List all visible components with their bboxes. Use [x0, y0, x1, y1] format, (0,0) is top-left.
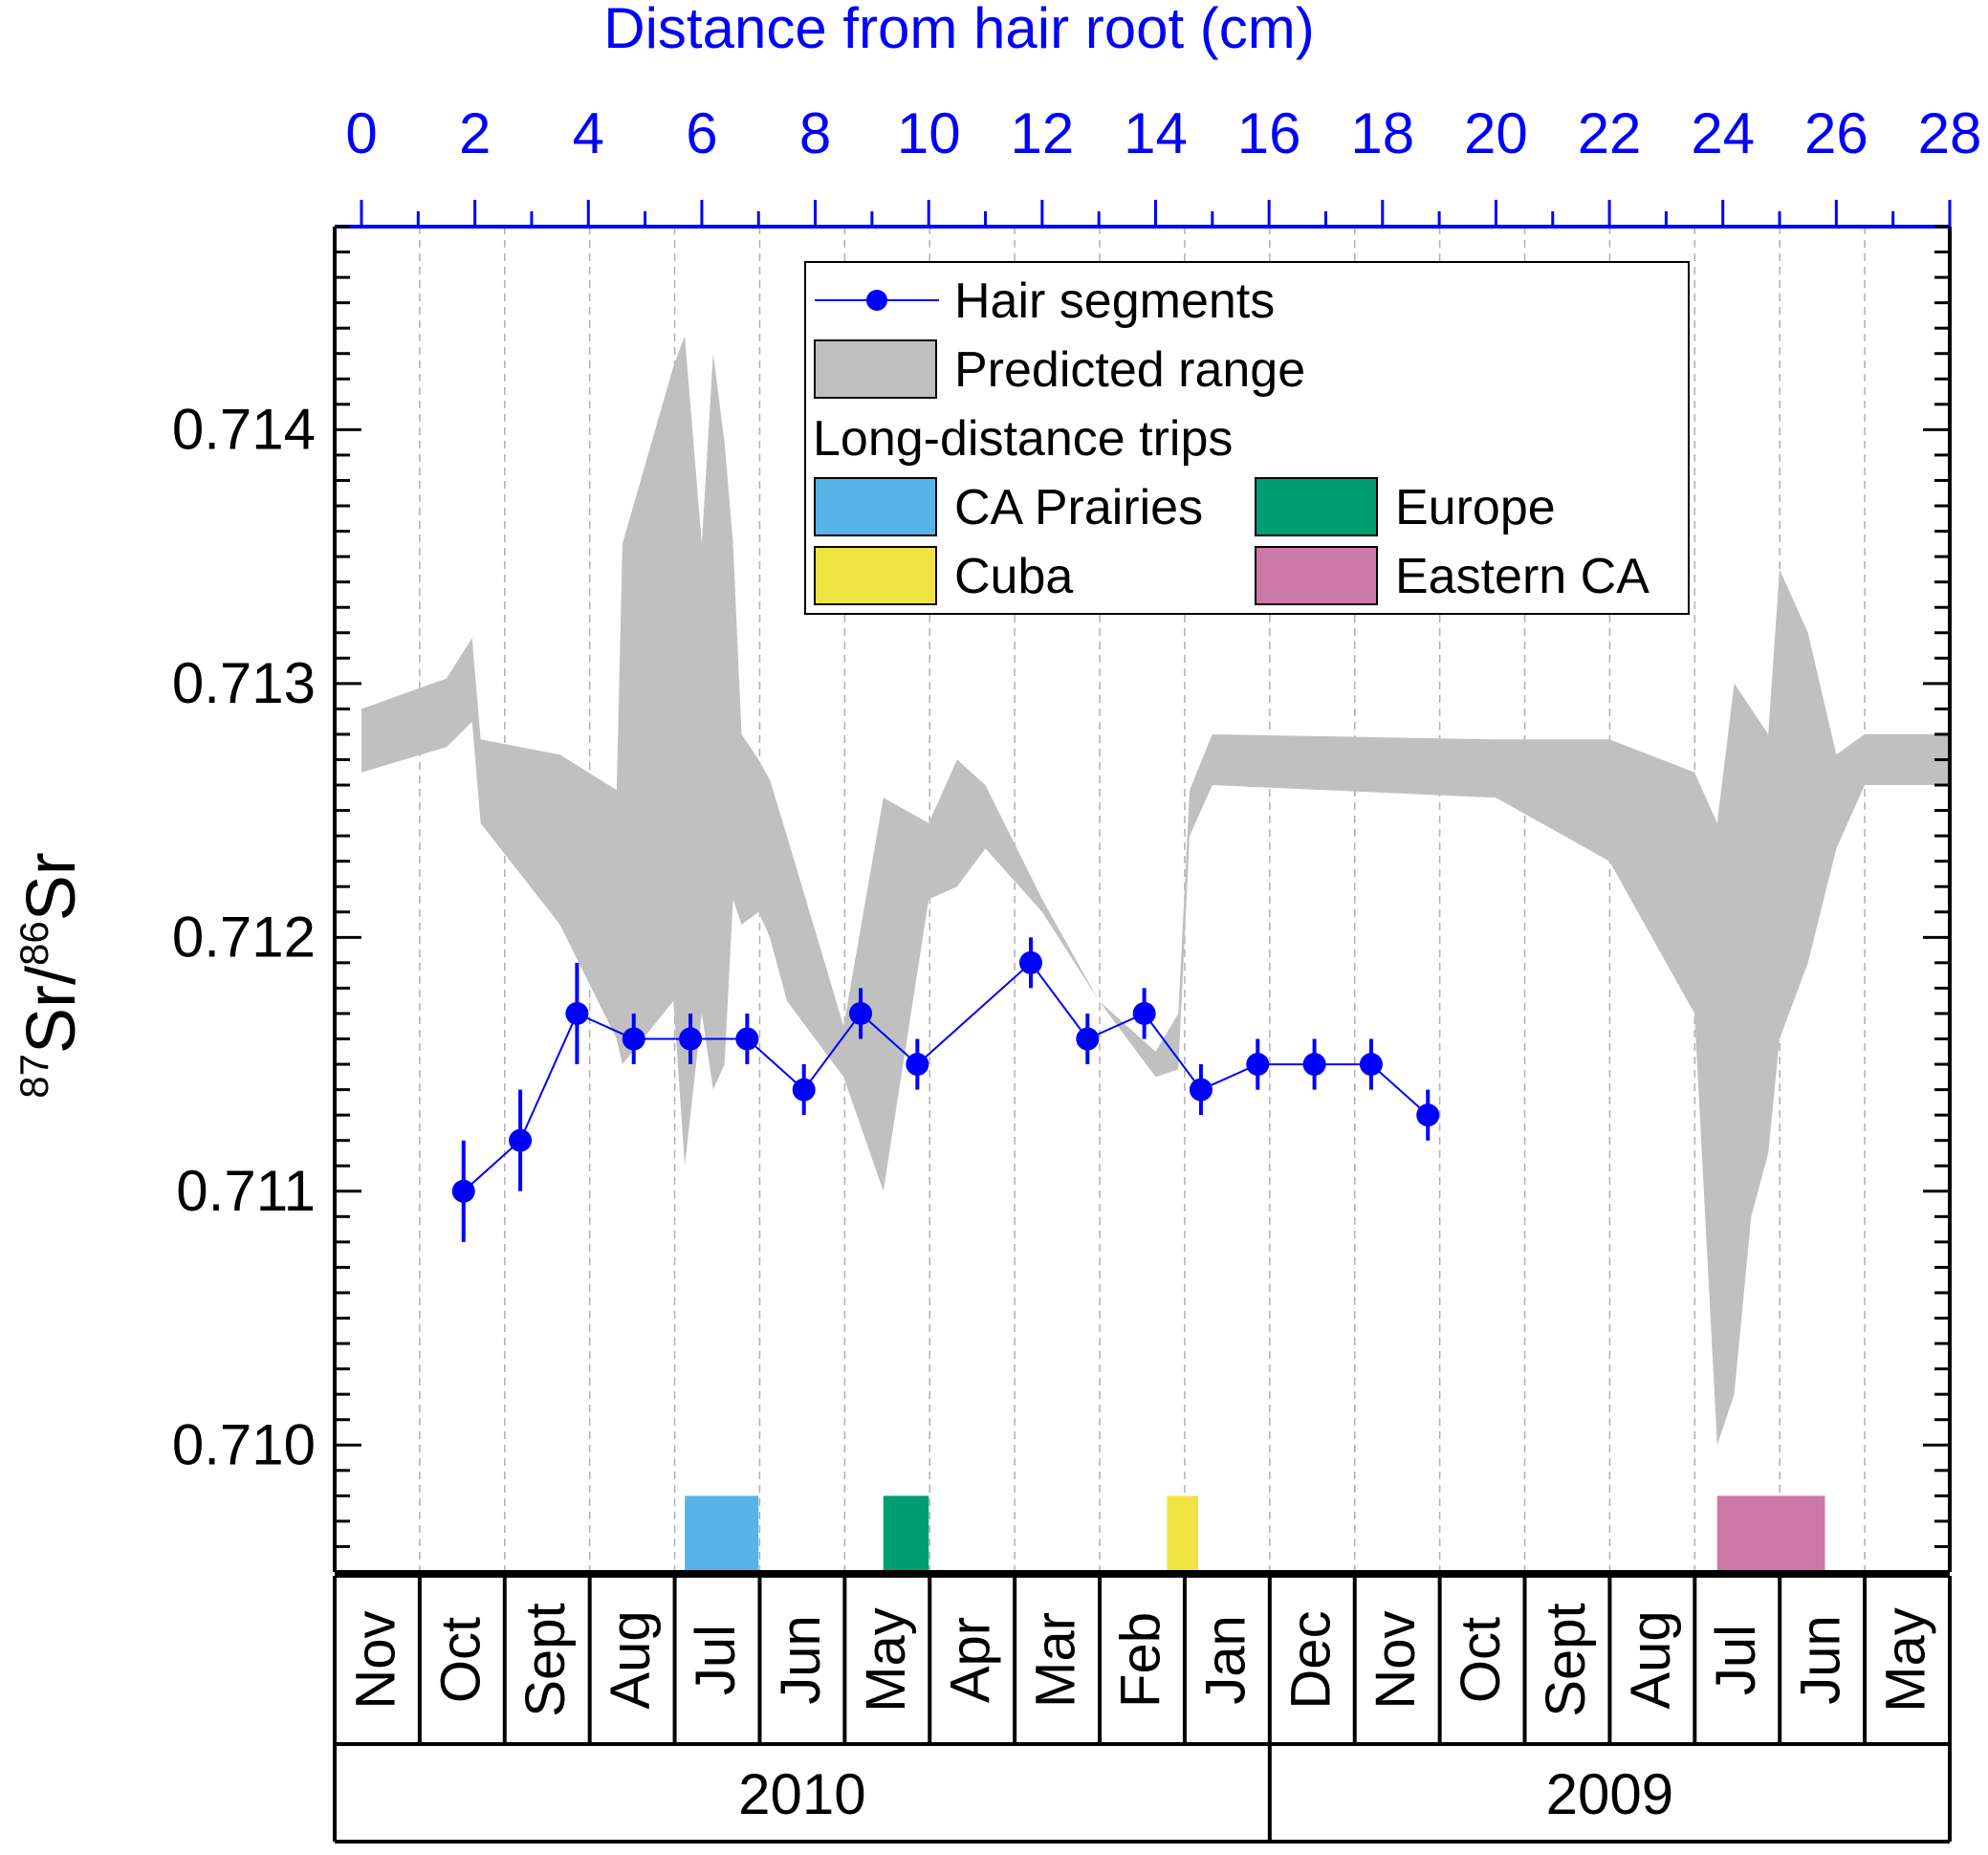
data-point — [1018, 950, 1042, 974]
data-point — [735, 1027, 759, 1051]
trip-bar-europe — [883, 1495, 929, 1572]
month-label: Jul — [685, 1625, 747, 1695]
top-tick-label: 2 — [459, 101, 491, 165]
legend-box — [804, 261, 1690, 615]
top-tick-label: 4 — [573, 101, 604, 165]
data-point — [906, 1053, 929, 1077]
data-point — [451, 1179, 475, 1203]
month-label: Feb — [1110, 1612, 1172, 1708]
legend-swatch-ca-prairies — [814, 477, 937, 536]
y-axis: 0.710 0.711 0.712 0.713 0.714 — [172, 225, 1950, 1548]
top-tick-label: 26 — [1804, 101, 1868, 165]
y-tick-label: 0.711 — [176, 1159, 316, 1223]
top-tick-label: 28 — [1918, 101, 1982, 165]
trip-bars — [685, 1495, 1825, 1572]
legend-label-eastern-ca: Eastern CA — [1395, 549, 1649, 604]
legend-label-cuba: Cuba — [954, 549, 1073, 604]
month-label: Jul — [1705, 1625, 1767, 1695]
y-axis-label: 87Sr/86Sr — [11, 852, 90, 1098]
y-tick-label: 0.710 — [172, 1412, 316, 1476]
top-tick-label: 6 — [686, 101, 717, 165]
month-label: Dec — [1279, 1610, 1342, 1709]
legend-series-marker — [866, 290, 887, 311]
legend-swatch-eastern-ca — [1255, 546, 1378, 605]
month-label: Apr — [940, 1617, 1002, 1703]
top-tick-label: 24 — [1691, 101, 1755, 165]
month-label: Oct — [1450, 1617, 1512, 1703]
trip-bar-cuba — [1167, 1495, 1198, 1572]
legend-label-predicted-range: Predicted range — [954, 342, 1305, 398]
data-point — [1302, 1053, 1326, 1077]
month-label: Aug — [1620, 1610, 1682, 1709]
legend-item-predicted-range: Predicted range — [814, 339, 1305, 399]
data-point — [1416, 1103, 1440, 1127]
data-point — [1132, 1001, 1156, 1025]
legend-label-hair-segments: Hair segments — [954, 273, 1275, 329]
y-tick-label: 0.714 — [172, 397, 316, 461]
predicted-range-band — [361, 336, 1950, 1446]
legend-swatch-europe — [1255, 477, 1378, 536]
month-label: Jun — [1790, 1615, 1852, 1705]
top-tick-label: 22 — [1578, 101, 1642, 165]
data-point — [1359, 1053, 1383, 1077]
top-tick-label: 18 — [1350, 101, 1414, 165]
top-axis: 0 2 4 6 8 10 12 14 16 18 20 22 24 26 28 — [345, 101, 1981, 227]
trip-bar-ca-prairies — [685, 1495, 759, 1572]
month-label: Oct — [429, 1617, 492, 1703]
top-tick-label: 16 — [1237, 101, 1301, 165]
legend-swatch-cuba — [814, 546, 937, 605]
legend-item-hair-segments: Hair segments — [815, 273, 1275, 329]
top-tick-label: 14 — [1124, 101, 1188, 165]
top-axis-label: Distance from hair root (cm) — [603, 0, 1315, 60]
month-axis: Nov Oct Sept Aug Jul Jun May Apr Mar Feb Jan Dec Nov… — [333, 1574, 1952, 1746]
data-point — [1246, 1053, 1270, 1077]
data-point — [849, 1001, 873, 1025]
top-tick-label: 0 — [345, 101, 377, 165]
legend-item-europe: Europe — [1255, 477, 1556, 536]
month-label: Sept — [514, 1603, 577, 1716]
month-label: May — [855, 1607, 917, 1713]
year-axis: 2010 2009 — [333, 1744, 1952, 1844]
top-tick-label: 10 — [897, 101, 961, 165]
legend-item-ca-prairies: CA Prairies — [814, 477, 1203, 536]
month-label: Mar — [1025, 1612, 1087, 1708]
legend-item-cuba: Cuba — [814, 546, 1073, 605]
plot-frame — [333, 225, 1952, 1574]
y-tick-label: 0.712 — [172, 905, 316, 969]
month-label: Jun — [770, 1615, 832, 1705]
data-point — [509, 1128, 533, 1152]
month-label: Aug — [600, 1610, 662, 1709]
month-label: May — [1875, 1607, 1937, 1713]
legend-trips-title: Long-distance trips — [813, 411, 1233, 467]
hair-segments-series — [451, 937, 1440, 1242]
y-tick-label: 0.713 — [172, 651, 316, 715]
data-point — [1189, 1078, 1212, 1102]
top-tick-label: 20 — [1464, 101, 1528, 165]
month-label: Nov — [344, 1610, 406, 1709]
predicted-range-area — [361, 336, 1950, 1446]
year-label: 2010 — [738, 1762, 865, 1826]
legend-swatch-predicted — [814, 339, 937, 399]
data-point — [565, 1001, 589, 1025]
top-tick-label: 8 — [799, 101, 831, 165]
month-label: Jan — [1194, 1615, 1256, 1705]
data-point — [622, 1027, 645, 1051]
month-label: Nov — [1365, 1610, 1427, 1709]
month-label: Sept — [1535, 1603, 1597, 1716]
legend-label-ca-prairies: CA Prairies — [954, 480, 1203, 535]
legend: Hair segments Predicted range Long-dista… — [804, 261, 1690, 615]
year-label: 2009 — [1546, 1762, 1673, 1826]
legend-item-eastern-ca: Eastern CA — [1255, 546, 1649, 605]
legend-label-europe: Europe — [1395, 480, 1556, 535]
trip-bar-eastern-ca — [1716, 1495, 1825, 1572]
data-point — [679, 1027, 703, 1051]
data-point — [1076, 1027, 1100, 1051]
top-tick-label: 12 — [1010, 101, 1074, 165]
data-point — [792, 1078, 816, 1102]
